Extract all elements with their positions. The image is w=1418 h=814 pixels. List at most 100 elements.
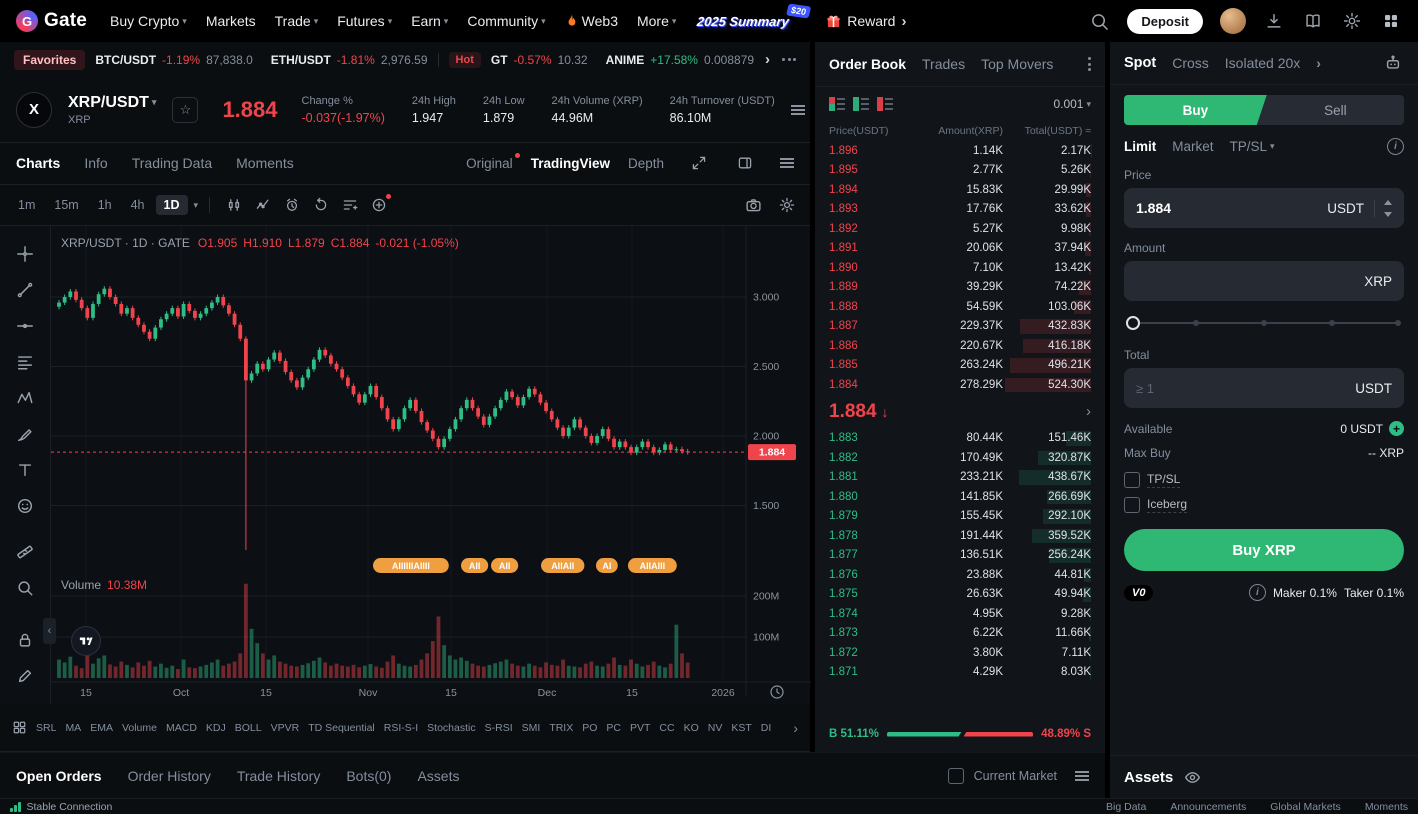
orderbook-menu-icon[interactable] (1088, 57, 1091, 71)
emoji-tool-icon[interactable] (7, 488, 43, 524)
indicator-vpvr[interactable]: VPVR (270, 721, 300, 734)
indicator-nv[interactable]: NV (707, 721, 723, 734)
interval-15m[interactable]: 15m (54, 198, 79, 213)
eye-icon[interactable] (1181, 766, 1203, 788)
ticker-ANIME[interactable]: ANIME +17.58% 0.008879 (605, 52, 755, 67)
tab-trades[interactable]: Trades (922, 56, 966, 72)
indicator-kdj[interactable]: KDJ (205, 721, 226, 734)
bid-row[interactable]: 1.883 80.44K 151.46K (829, 431, 1091, 446)
apps-grid-icon[interactable] (1380, 10, 1402, 32)
view-depth[interactable]: Depth (627, 155, 664, 171)
bid-row[interactable]: 1.880 141.85K 266.69K (829, 489, 1091, 504)
interval-dropdown-icon[interactable]: ▾ (193, 199, 199, 210)
bid-row[interactable]: 1.877 136.51K 256.24K (829, 548, 1091, 563)
sell-tab[interactable]: Sell (1324, 102, 1347, 118)
tab-moments[interactable]: Moments (236, 155, 294, 172)
buy-tab[interactable]: Buy (1124, 95, 1267, 125)
interval-1h[interactable]: 1h (97, 198, 112, 213)
trading-bot-icon[interactable] (1382, 52, 1404, 74)
chart-settings-gear-icon[interactable] (774, 192, 800, 218)
orderbook-detail-chevron-icon[interactable]: › (1086, 403, 1091, 420)
search-icon[interactable] (1088, 10, 1110, 32)
candlestick-chart[interactable]: 1.884 3.000 2.500 2.000 1.500 200M 100M 15 Oct 15… (51, 226, 811, 704)
ask-row[interactable]: 1.894 15.83K 29.99K (829, 182, 1091, 197)
ticker-ETH-USDT[interactable]: ETH/USDT -1.81% 2,976.59 (270, 52, 428, 67)
indicator-volume[interactable]: Volume (121, 721, 157, 734)
orderbook-mode-asks-icon[interactable] (877, 97, 893, 111)
nav-more[interactable]: More ▾ (636, 13, 677, 29)
deposit-button[interactable]: Deposit (1127, 8, 1203, 34)
indicator-pvt[interactable]: PVT (630, 721, 651, 734)
fee-tier-badge[interactable]: V0 (1124, 584, 1154, 601)
tab-info[interactable]: Info (84, 155, 108, 172)
indicator-smi[interactable]: SMI (521, 721, 541, 734)
indicator-macd[interactable]: MACD (165, 721, 197, 734)
ask-row[interactable]: 1.893 17.76K 33.62K (829, 202, 1091, 217)
ask-row[interactable]: 1.895 2.77K 5.26K (829, 163, 1091, 178)
price-input[interactable]: 1.884 USDT (1124, 188, 1404, 228)
mode-isolated-20x[interactable]: Isolated 20x (1224, 55, 1301, 71)
layout-panel-icon[interactable] (734, 152, 756, 174)
ask-row[interactable]: 1.891 20.06K 37.94K (829, 241, 1091, 256)
interval-1m[interactable]: 1m (18, 198, 36, 213)
screenshot-camera-icon[interactable] (740, 192, 766, 218)
link-moments[interactable]: Moments (1364, 800, 1408, 813)
orderbook-last-price-row[interactable]: 1.884 ↓ › (815, 395, 1105, 429)
indicator-template-icon[interactable] (12, 720, 27, 735)
rewards-link[interactable]: Reward › (826, 13, 906, 30)
slider-handle[interactable] (1126, 316, 1140, 330)
trendline-tool-icon[interactable] (7, 272, 43, 308)
bid-row[interactable]: 1.881 233.21K 438.67K (829, 470, 1091, 485)
ticker-GT[interactable]: GT -0.57% 10.32 (490, 52, 588, 67)
amount-slider[interactable] (1126, 311, 1401, 335)
settings-gear-icon[interactable] (1341, 10, 1363, 32)
tab-open-orders[interactable]: Open Orders (16, 767, 102, 784)
tab-assets[interactable]: Assets (417, 767, 460, 784)
order-type-market[interactable]: Market (1172, 139, 1214, 154)
horizontal-line-tool-icon[interactable] (7, 308, 43, 344)
gate-logo[interactable]: G Gate (16, 10, 87, 32)
indicator-pc[interactable]: PC (606, 721, 621, 734)
view-tradingview[interactable]: TradingView (530, 155, 610, 171)
tab-trade-history[interactable]: Trade History (236, 767, 321, 784)
fib-retracement-tool-icon[interactable] (7, 344, 43, 380)
tab-top-movers[interactable]: Top Movers (981, 56, 1054, 72)
bid-row[interactable]: 1.879 155.45K 292.10K (829, 509, 1091, 524)
pattern-tool-icon[interactable] (7, 380, 43, 416)
measure-ruler-tool-icon[interactable] (7, 534, 43, 570)
docs-book-icon[interactable] (1302, 10, 1324, 32)
download-icon[interactable] (1263, 10, 1285, 32)
mode-spot[interactable]: Spot (1124, 55, 1157, 71)
order-type-limit[interactable]: Limit (1124, 139, 1157, 154)
indicator-ko[interactable]: KO (683, 721, 699, 734)
order-type-info-icon[interactable]: i (1387, 138, 1404, 155)
avatar[interactable] (1220, 8, 1246, 34)
bid-row[interactable]: 1.876 23.88K 44.81K (829, 567, 1091, 582)
current-market-checkbox[interactable] (947, 767, 964, 784)
tab-bots-0-[interactable]: Bots(0) (346, 767, 392, 784)
interval-1D[interactable]: 1D (155, 195, 188, 216)
bid-row[interactable]: 1.871 4.29K 8.03K (829, 665, 1091, 680)
indicator-ma[interactable]: MA (65, 721, 82, 734)
ask-row[interactable]: 1.885 263.24K 496.21K (829, 358, 1091, 373)
bid-row[interactable]: 1.872 3.80K 7.11K (829, 645, 1091, 660)
nav-trade[interactable]: Trade ▾ (274, 13, 319, 29)
indicator-srl[interactable]: SRL (36, 721, 57, 734)
collapse-toolbar-handle[interactable]: ‹ (43, 618, 56, 645)
deposit-plus-icon[interactable]: + (1389, 421, 1404, 436)
bid-row[interactable]: 1.874 4.95K 9.28K (829, 606, 1091, 621)
buy-submit-button[interactable]: Buy XRP (1124, 529, 1404, 571)
indicator-stochastic[interactable]: Stochastic (427, 721, 476, 734)
order-type-tp-sl[interactable]: TP/SL ▾ (1229, 139, 1275, 154)
tradingview-logo[interactable] (71, 626, 101, 657)
chart-nav-menu-icon[interactable] (780, 158, 794, 169)
tab-trading-data[interactable]: Trading Data (131, 155, 213, 172)
summary-2025-badge[interactable]: 2025 Summary $20 (697, 2, 812, 29)
bid-row[interactable]: 1.878 191.44K 359.52K (829, 528, 1091, 543)
hot-tab[interactable]: Hot (448, 51, 481, 68)
tab-order-history[interactable]: Order History (127, 767, 211, 784)
indicator-rsi-s-i[interactable]: RSI-S-I (383, 721, 419, 734)
ask-row[interactable]: 1.889 39.29K 74.22K (829, 280, 1091, 295)
link-announcements[interactable]: Announcements (1170, 800, 1247, 813)
nav-earn[interactable]: Earn ▾ (411, 13, 449, 29)
